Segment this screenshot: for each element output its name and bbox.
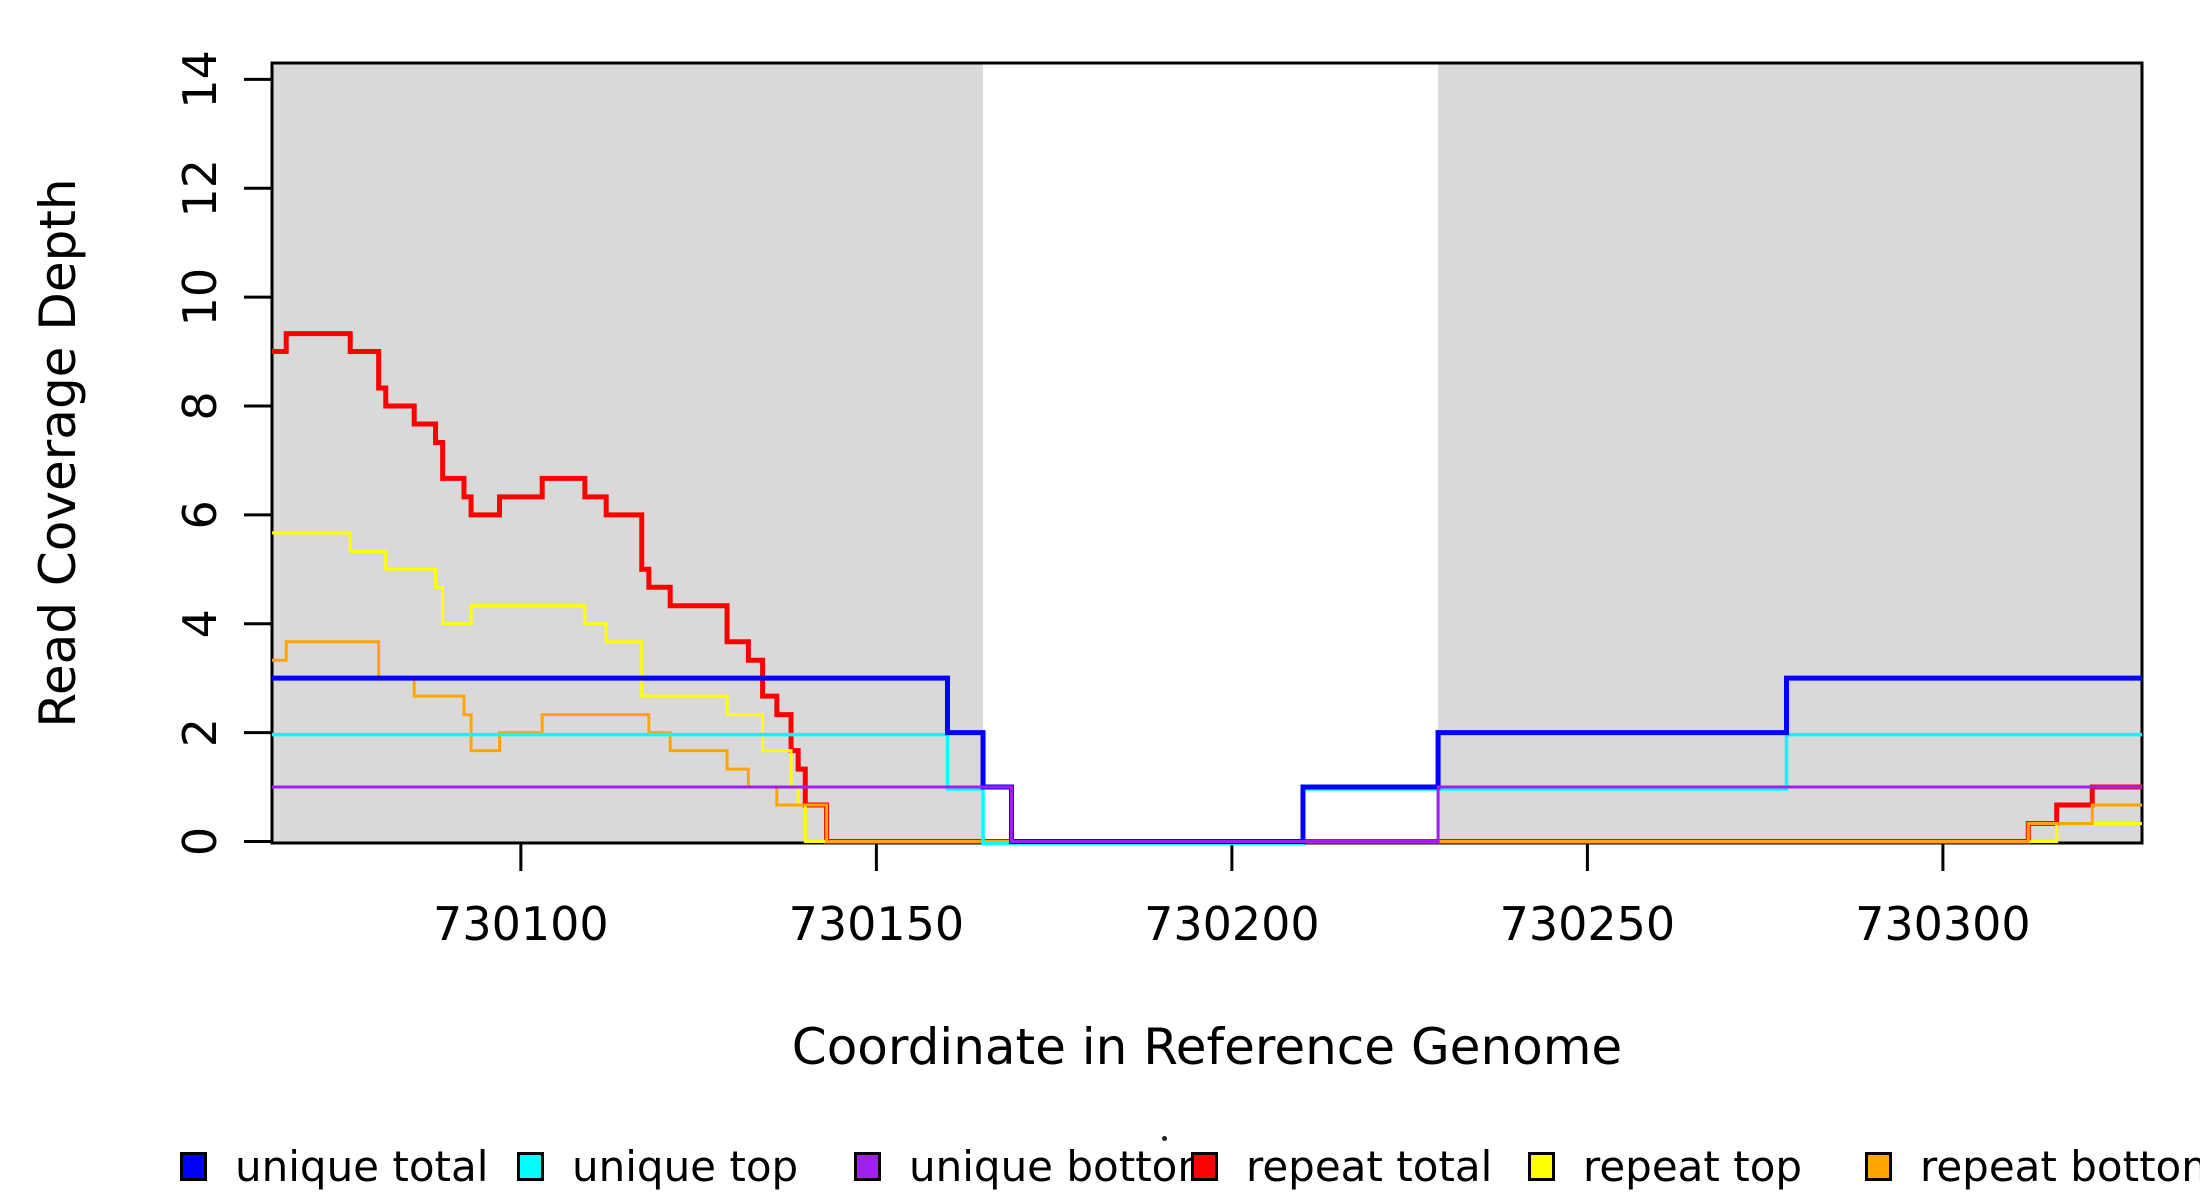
y-tick-label: 2 [173,718,227,747]
y-tick-label: 10 [173,268,227,327]
legend-swatch-icon [854,1151,881,1181]
y-tick-label: 4 [173,609,227,638]
legend-item-repeat-total: repeat total [1191,1138,1492,1194]
x-tick-label: 730200 [1144,897,1320,951]
legend-swatch-icon [1191,1151,1218,1181]
x-tick-label: 730150 [789,897,965,951]
legend-item-unique-bottom: unique bottom [854,1138,1218,1194]
y-tick-label: 14 [173,50,227,109]
y-tick-label: 8 [173,391,227,420]
y-tick-label: 6 [173,500,227,529]
legend-item-repeat-top: repeat top [1528,1138,1802,1194]
legend-label: repeat top [1583,1141,1803,1191]
series-line-repeat-total [272,331,2142,844]
legend: unique total unique top unique bottom repea… [0,1138,2200,1194]
x-axis-title: Coordinate in Reference Genome [791,1018,1623,1076]
legend-label: unique top [572,1141,799,1191]
legend-swatch-icon [1865,1151,1892,1181]
y-tick-label: 12 [173,159,227,218]
y-axis-title: Read Coverage Depth [29,178,87,728]
legend-item-unique-top: unique top [517,1138,798,1194]
legend-label: unique total [235,1141,489,1191]
legend-label: repeat total [1246,1141,1493,1191]
legend-swatch-icon [517,1151,544,1181]
legend-swatch-icon [180,1151,207,1181]
legend-swatch-icon [1528,1151,1555,1181]
y-tick-label: 0 [173,827,227,856]
legend-item-repeat-bottom: repeat bottom [1865,1138,2200,1194]
stray-dot-artifact [1162,1136,1167,1141]
legend-item-unique-total: unique total [180,1138,488,1194]
legend-label: repeat bottom [1920,1141,2200,1191]
shaded-region [272,63,984,843]
x-tick-label: 730100 [433,897,609,951]
shaded-region [1438,63,2142,843]
x-tick-label: 730250 [1500,897,1676,951]
legend-label: unique bottom [909,1141,1219,1191]
x-tick-label: 730300 [1855,897,2031,951]
series-line-unique-bottom [272,785,2142,843]
series-line-repeat-bottom [272,640,2142,843]
